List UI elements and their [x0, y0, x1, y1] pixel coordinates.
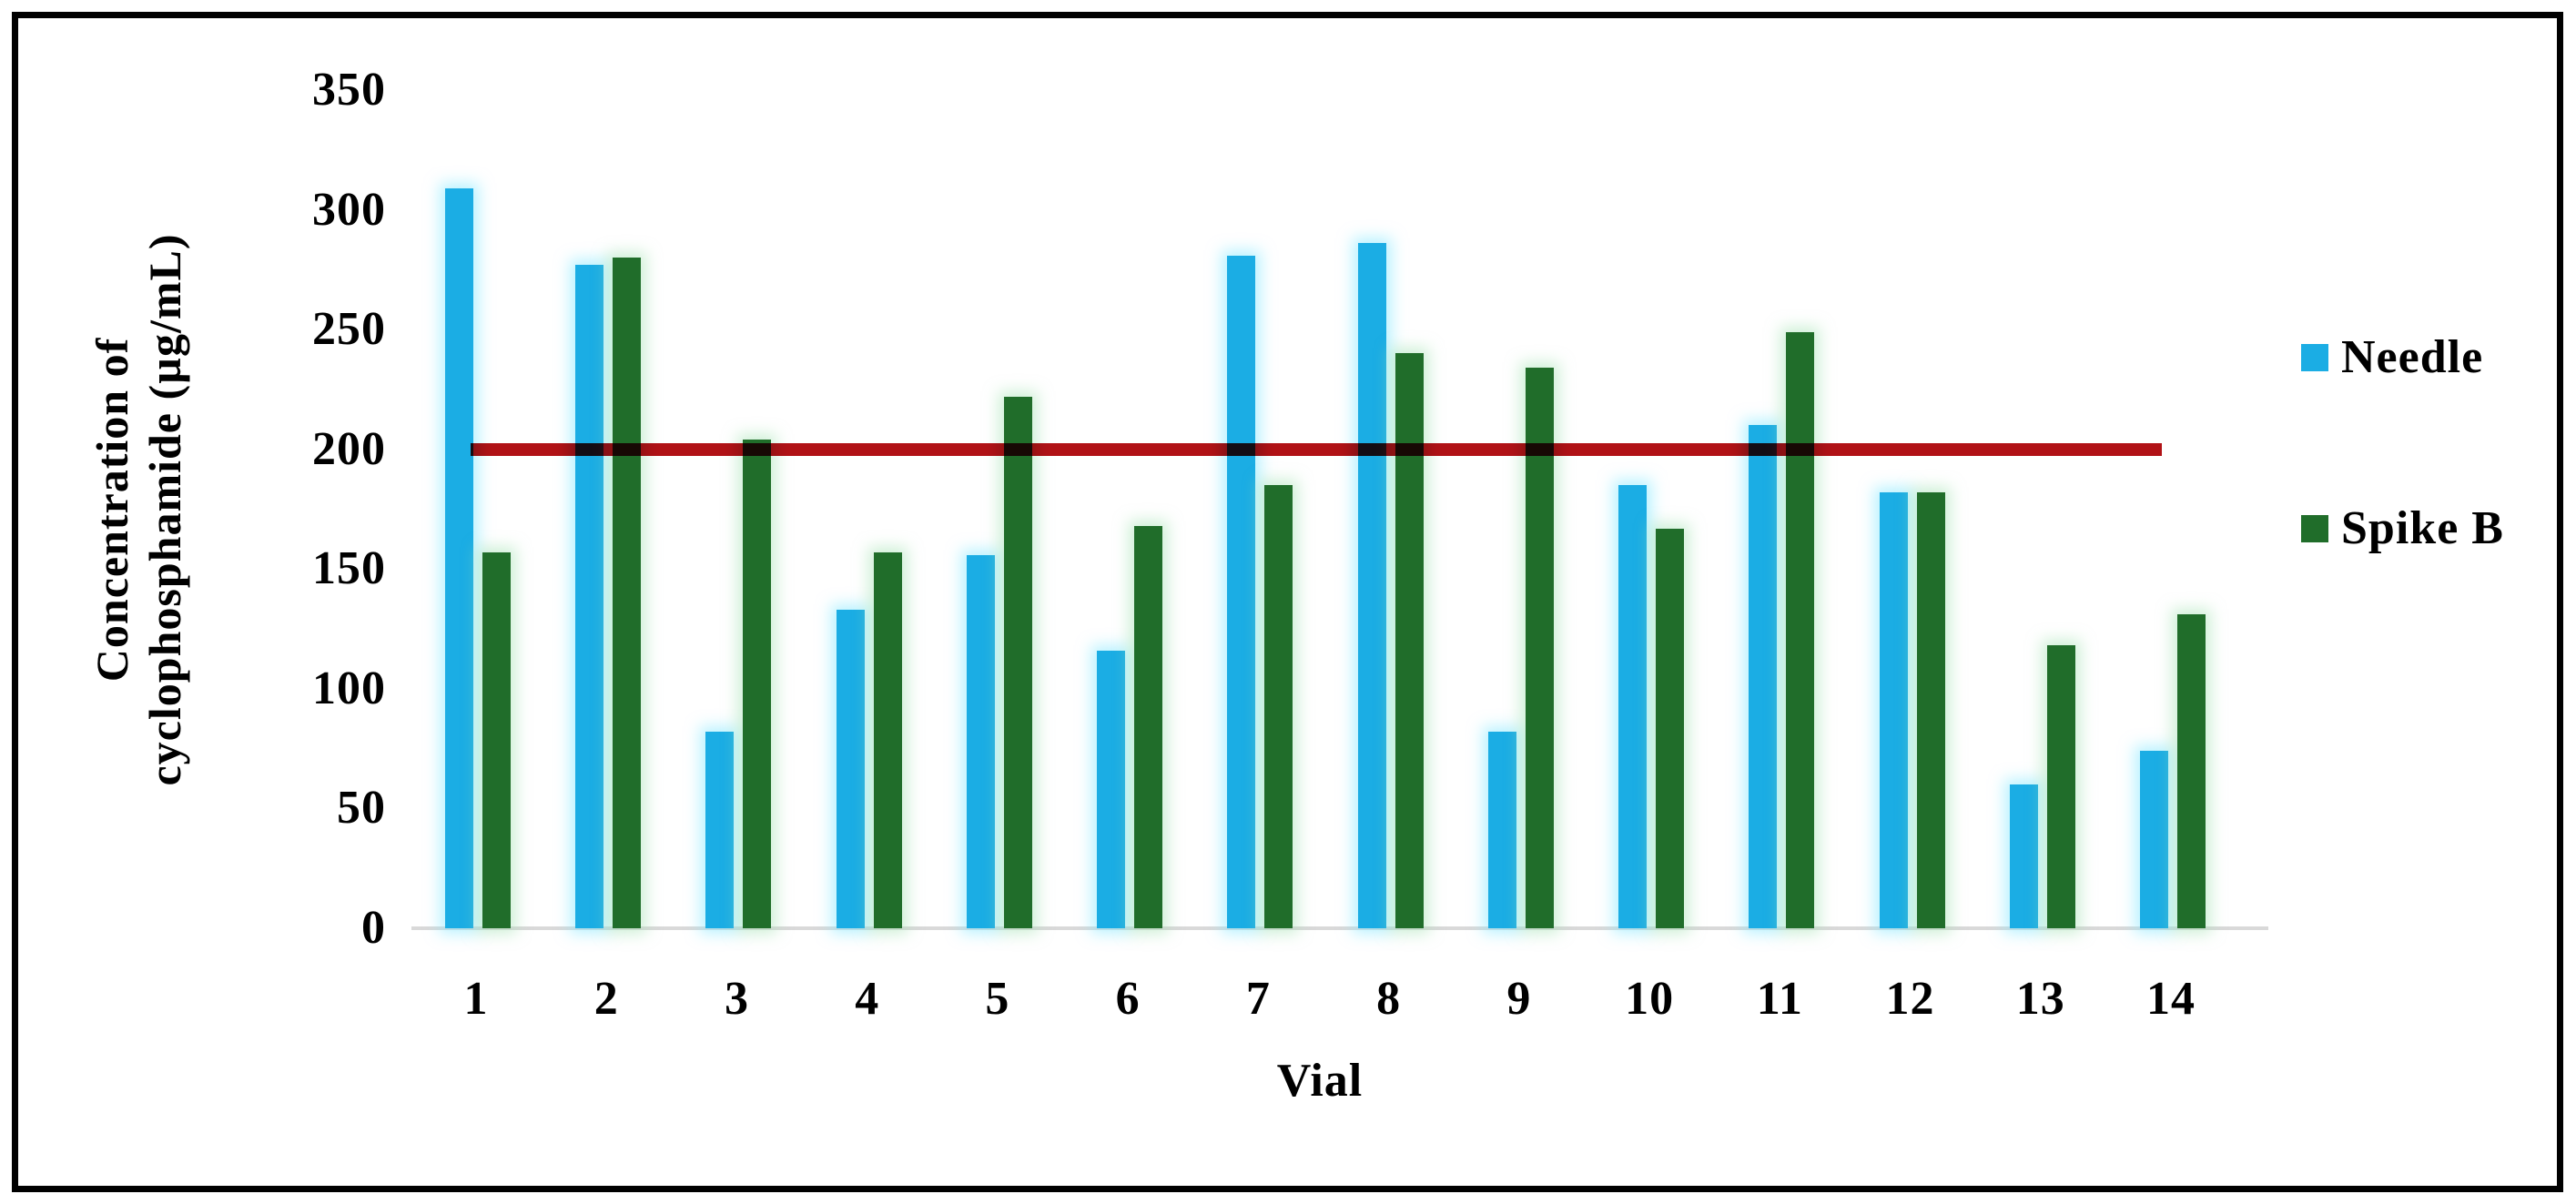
x-tick-label-4: 4	[855, 973, 880, 1025]
bar-spike-b-vial-14	[2177, 614, 2206, 928]
bar-needle-vial-11	[1749, 425, 1778, 928]
spike-b-swatch-icon	[2301, 515, 2328, 542]
y-tick-label-50: 50	[337, 782, 386, 835]
x-axis-title: Vial	[1276, 1055, 1364, 1107]
x-tick-label-8: 8	[1376, 973, 1402, 1025]
y-tick-label-350: 350	[312, 64, 386, 116]
needle-swatch-icon	[2301, 344, 2328, 371]
bar-needle-vial-12	[1879, 492, 1908, 928]
y-tick-label-250: 250	[312, 303, 386, 356]
bar-spike-b-vial-10	[1656, 529, 1685, 928]
bar-needle-vial-9	[1487, 732, 1516, 928]
reference-line	[471, 442, 2162, 456]
bar-spike-b-vial-6	[1134, 526, 1163, 928]
y-tick-label-200: 200	[312, 422, 386, 475]
bar-spike-b-vial-5	[1003, 397, 1032, 928]
bar-needle-vial-14	[2140, 751, 2168, 928]
legend-label-needle: Needle	[2341, 331, 2484, 383]
bar-spike-b-vial-12	[1916, 492, 1945, 928]
legend-item-spikeb: Spike B	[2301, 502, 2504, 555]
x-tick-label-11: 11	[1756, 973, 1803, 1025]
bar-needle-vial-3	[705, 732, 735, 928]
bar-needle-vial-13	[2009, 784, 2038, 928]
bar-spike-b-vial-1	[482, 552, 511, 928]
bar-spike-b-vial-3	[743, 440, 772, 928]
x-tick-label-9: 9	[1506, 973, 1532, 1025]
x-tick-label-5: 5	[985, 973, 1010, 1025]
x-tick-label-7: 7	[1245, 973, 1271, 1025]
y-tick-label-100: 100	[312, 662, 386, 714]
x-tick-label-13: 13	[2015, 973, 2065, 1025]
bar-spike-b-vial-8	[1394, 353, 1424, 928]
legend-label-spikeb: Spike B	[2341, 502, 2504, 554]
x-tick-label-14: 14	[2146, 973, 2196, 1025]
y-tick-label-150: 150	[312, 542, 386, 595]
bar-spike-b-vial-11	[1786, 332, 1815, 928]
bar-spike-b-vial-4	[873, 552, 902, 928]
x-tick-label-12: 12	[1885, 973, 1935, 1025]
y-axis-title: Concentration of cyclophosphamide (µg/mL…	[86, 233, 191, 785]
bar-needle-vial-5	[966, 555, 995, 928]
bar-spike-b-vial-13	[2046, 645, 2075, 928]
x-tick-label-3: 3	[724, 973, 749, 1025]
x-tick-label-2: 2	[593, 973, 619, 1025]
y-tick-label-300: 300	[312, 183, 386, 236]
bar-needle-vial-1	[445, 188, 473, 928]
bar-needle-vial-6	[1097, 651, 1126, 928]
x-axis-line	[411, 926, 2268, 930]
bar-needle-vial-2	[575, 265, 604, 928]
x-tick-label-6: 6	[1115, 973, 1141, 1025]
y-tick-label-0: 0	[361, 902, 386, 954]
bar-spike-b-vial-2	[613, 258, 642, 928]
bar-needle-vial-10	[1618, 485, 1648, 928]
bar-needle-vial-7	[1227, 256, 1256, 928]
x-tick-label-1: 1	[463, 973, 489, 1025]
bar-needle-vial-4	[836, 610, 865, 928]
x-tick-label-10: 10	[1625, 973, 1675, 1025]
bar-spike-b-vial-9	[1525, 368, 1554, 928]
bar-spike-b-vial-7	[1264, 485, 1293, 928]
legend-item-needle: Needle	[2301, 331, 2483, 384]
bar-needle-vial-8	[1357, 243, 1386, 928]
y-axis-title-line1: Concentration of	[86, 337, 137, 683]
y-axis-title-line2: cyclophosphamide (µg/mL)	[139, 233, 190, 786]
